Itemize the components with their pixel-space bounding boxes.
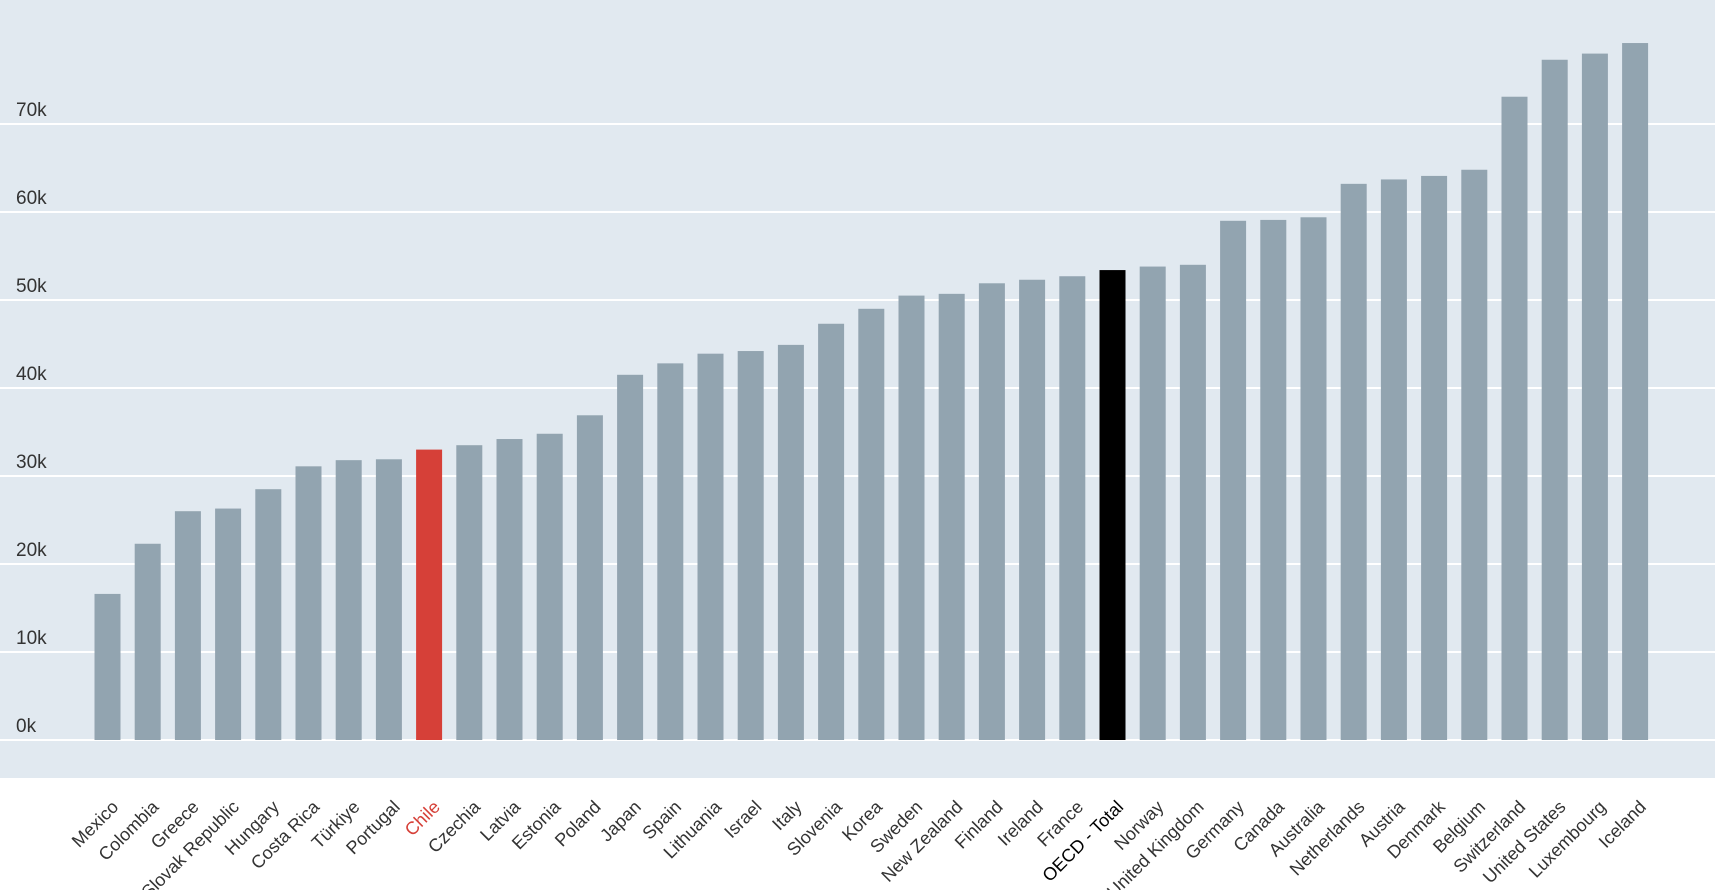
bar [335, 460, 362, 740]
y-tick-label: 20k [16, 540, 47, 561]
y-tick-label: 10k [16, 628, 47, 649]
bar [777, 344, 804, 740]
bar [1501, 96, 1528, 741]
bar [978, 283, 1005, 740]
bar [375, 459, 402, 740]
y-tick-label: 50k [16, 276, 47, 297]
y-tick-label: 40k [16, 364, 47, 385]
bar [697, 353, 724, 740]
bar [617, 374, 644, 740]
bar [1541, 59, 1568, 740]
x-category-label: Poland [551, 797, 605, 851]
bar [134, 543, 161, 740]
bar [215, 508, 242, 740]
bar [657, 363, 684, 740]
bar [536, 433, 563, 740]
bar [576, 415, 603, 740]
bar [1300, 217, 1327, 740]
bar [1461, 169, 1488, 740]
y-tick-label: 60k [16, 188, 47, 209]
x-category-label: Japan [596, 797, 645, 846]
y-tick-label: 0k [16, 716, 37, 737]
bar [1059, 276, 1086, 740]
bar [1581, 53, 1608, 741]
bar [818, 323, 845, 740]
bar [1220, 220, 1247, 741]
bar [496, 439, 523, 740]
bar [858, 308, 885, 740]
bar [1380, 179, 1407, 740]
x-category-label: Israel [720, 797, 765, 842]
bar [737, 351, 764, 740]
bar [94, 593, 121, 740]
bar [898, 295, 925, 740]
bar [416, 449, 443, 740]
bar [1139, 266, 1166, 740]
y-tick-label: 70k [16, 100, 47, 121]
bar [456, 445, 483, 740]
bar [1421, 175, 1448, 741]
bar [1340, 183, 1367, 741]
bar [938, 293, 965, 740]
bar [1260, 219, 1287, 741]
bar [1099, 270, 1126, 740]
bar [1019, 279, 1046, 740]
bar [1179, 264, 1206, 740]
bar [295, 466, 322, 740]
bar [1622, 43, 1649, 741]
bar [255, 489, 282, 740]
bar [174, 511, 201, 740]
y-tick-label: 30k [16, 452, 47, 473]
